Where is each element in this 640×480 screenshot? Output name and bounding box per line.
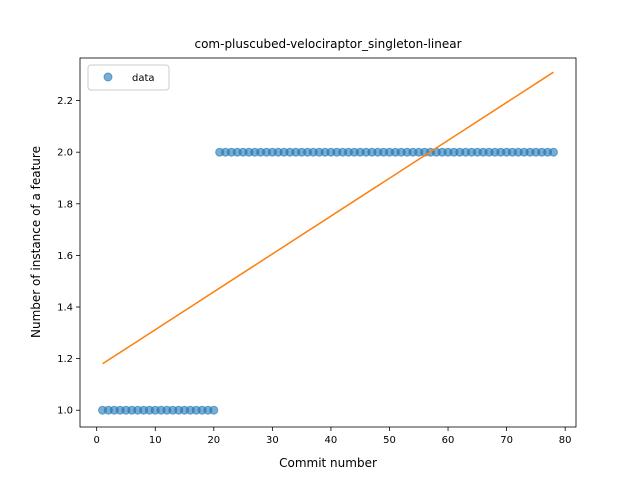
- x-tick-label: 10: [149, 435, 162, 446]
- y-tick-label: 1.2: [57, 354, 73, 365]
- x-tick-label: 30: [266, 435, 279, 446]
- x-tick-label: 60: [442, 435, 455, 446]
- plot-content: [98, 71, 558, 415]
- legend-label-data: data: [132, 73, 155, 84]
- y-tick-label: 1.8: [57, 199, 73, 210]
- chart-title: com-pluscubed-velociraptor_singleton-lin…: [194, 37, 461, 51]
- legend-marker-data: [103, 72, 113, 82]
- y-tick-label: 2.0: [57, 148, 73, 159]
- y-tick-label: 1.6: [57, 251, 73, 262]
- data-point: [209, 405, 219, 415]
- data-point: [548, 147, 558, 157]
- y-tick-label: 1.4: [57, 303, 73, 314]
- legend: data: [87, 64, 170, 91]
- x-tick-label: 40: [325, 435, 338, 446]
- x-axis-label: Commit number: [279, 456, 377, 470]
- y-tick-label: 2.2: [57, 96, 73, 107]
- y-axis-ticks: 1.0 1.2 1.4 1.6 1.8 2.0 2.2: [57, 96, 80, 417]
- y-tick-label: 1.0: [57, 406, 73, 417]
- x-tick-label: 0: [94, 435, 100, 446]
- legend-box: [87, 64, 170, 91]
- plot-frame: [79, 57, 577, 428]
- x-tick-label: 80: [559, 435, 572, 446]
- x-tick-label: 70: [500, 435, 513, 446]
- x-axis-ticks: 0 10 20 30 40 50 60 70 80: [94, 427, 572, 446]
- fit-line: [102, 71, 554, 365]
- x-tick-label: 50: [383, 435, 396, 446]
- x-tick-label: 20: [207, 435, 220, 446]
- y-axis-label: Number of instance of a feature: [29, 146, 43, 338]
